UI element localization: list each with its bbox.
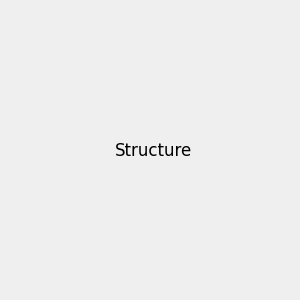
Text: Structure: Structure (115, 142, 192, 160)
